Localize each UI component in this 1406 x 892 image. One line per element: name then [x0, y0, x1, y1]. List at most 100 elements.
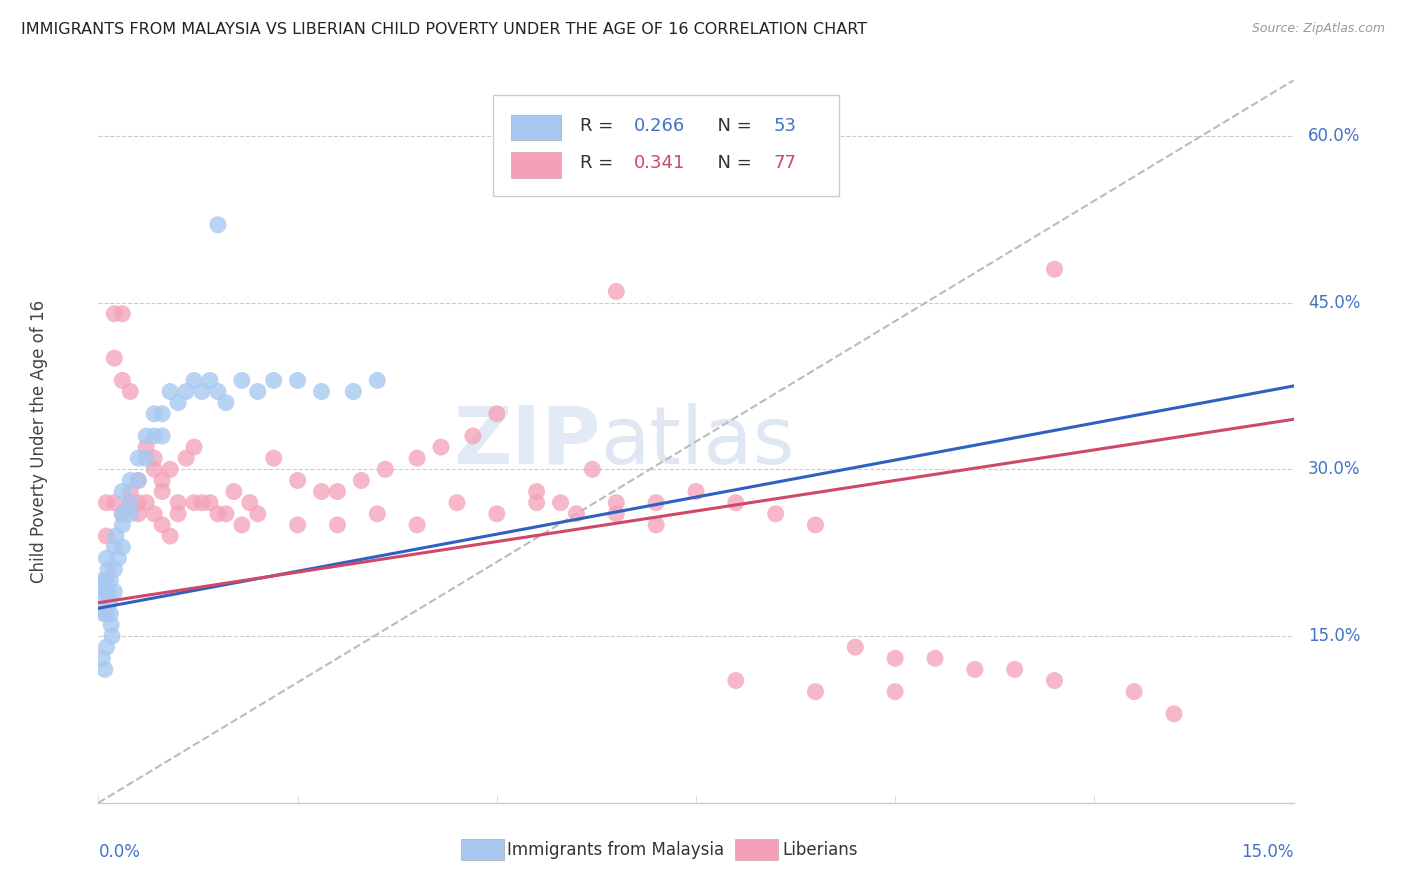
Text: 15.0%: 15.0%	[1241, 843, 1294, 861]
Text: 30.0%: 30.0%	[1308, 460, 1361, 478]
FancyBboxPatch shape	[735, 838, 779, 860]
Point	[366, 373, 388, 387]
Point	[1043, 262, 1066, 277]
Point	[1043, 673, 1066, 688]
Point	[430, 440, 453, 454]
Text: N =: N =	[706, 154, 756, 172]
Point	[884, 684, 907, 698]
Point	[1004, 662, 1026, 676]
Point	[98, 607, 122, 621]
Point	[167, 395, 190, 409]
Text: 45.0%: 45.0%	[1308, 293, 1360, 311]
Point	[605, 285, 627, 299]
Text: 53: 53	[773, 117, 797, 135]
Point	[174, 451, 197, 466]
Text: IMMIGRANTS FROM MALAYSIA VS LIBERIAN CHILD POVERTY UNDER THE AGE OF 16 CORRELATI: IMMIGRANTS FROM MALAYSIA VS LIBERIAN CHI…	[21, 22, 868, 37]
Point	[446, 496, 468, 510]
Point	[127, 507, 149, 521]
Point	[804, 684, 827, 698]
Point	[127, 451, 149, 466]
Point	[183, 373, 205, 387]
Point	[215, 507, 238, 521]
Point	[191, 496, 214, 510]
Point	[198, 373, 221, 387]
Point	[150, 484, 173, 499]
Point	[350, 474, 373, 488]
Point	[461, 429, 484, 443]
Text: 15.0%: 15.0%	[1308, 627, 1361, 645]
Point	[159, 384, 181, 399]
Point	[183, 440, 205, 454]
Point	[884, 651, 907, 665]
Text: 60.0%: 60.0%	[1308, 127, 1360, 145]
Point	[963, 662, 986, 676]
Point	[90, 596, 112, 610]
Point	[231, 517, 253, 532]
Point	[150, 429, 173, 443]
Point	[565, 507, 588, 521]
Point	[159, 462, 181, 476]
Point	[1123, 684, 1146, 698]
Point	[103, 351, 125, 366]
Point	[374, 462, 396, 476]
Point	[120, 496, 142, 510]
Point	[150, 407, 173, 421]
Point	[111, 507, 134, 521]
Text: N =: N =	[706, 117, 756, 135]
Text: Child Poverty Under the Age of 16: Child Poverty Under the Age of 16	[30, 300, 48, 583]
Point	[143, 507, 166, 521]
Text: atlas: atlas	[600, 402, 794, 481]
Text: 77: 77	[773, 154, 797, 172]
Text: 0.0%: 0.0%	[98, 843, 141, 861]
Point	[198, 496, 221, 510]
Point	[96, 574, 118, 588]
Text: Source: ZipAtlas.com: Source: ZipAtlas.com	[1251, 22, 1385, 36]
Point	[94, 584, 117, 599]
Point	[406, 451, 429, 466]
Point	[342, 384, 364, 399]
Point	[96, 551, 118, 566]
Point	[111, 484, 134, 499]
Point	[103, 496, 125, 510]
Point	[120, 484, 142, 499]
Point	[326, 484, 349, 499]
Point	[103, 584, 125, 599]
Point	[765, 507, 787, 521]
Point	[107, 551, 129, 566]
Point	[111, 307, 134, 321]
Point	[526, 496, 548, 510]
Point	[222, 484, 245, 499]
Point	[97, 584, 120, 599]
Point	[120, 384, 142, 399]
Point	[97, 562, 120, 576]
Text: R =: R =	[581, 117, 619, 135]
Point	[287, 474, 309, 488]
Point	[645, 517, 668, 532]
Text: Immigrants from Malaysia: Immigrants from Malaysia	[508, 841, 724, 859]
Point	[143, 462, 166, 476]
Point	[103, 562, 125, 576]
Point	[263, 373, 285, 387]
Point	[167, 507, 190, 521]
Point	[844, 640, 866, 655]
Point	[120, 507, 142, 521]
Point	[605, 496, 627, 510]
Point	[406, 517, 429, 532]
Point	[191, 384, 214, 399]
Point	[311, 384, 333, 399]
Point	[96, 640, 118, 655]
Point	[96, 584, 118, 599]
Text: R =: R =	[581, 154, 619, 172]
Point	[135, 451, 157, 466]
Point	[98, 574, 122, 588]
Point	[215, 395, 238, 409]
Point	[135, 496, 157, 510]
Point	[159, 529, 181, 543]
Point	[91, 574, 114, 588]
FancyBboxPatch shape	[461, 838, 503, 860]
Point	[143, 429, 166, 443]
Point	[135, 440, 157, 454]
Point	[207, 507, 229, 521]
Point	[311, 484, 333, 499]
FancyBboxPatch shape	[510, 114, 561, 140]
